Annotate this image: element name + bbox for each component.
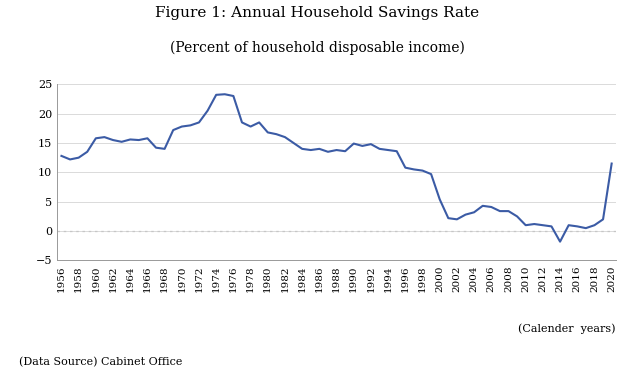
Text: (Data Source) Cabinet Office: (Data Source) Cabinet Office xyxy=(19,357,182,368)
Text: Figure 1: Annual Household Savings Rate: Figure 1: Annual Household Savings Rate xyxy=(156,6,479,20)
Text: (Percent of household disposable income): (Percent of household disposable income) xyxy=(170,40,465,55)
Text: (Calender  years): (Calender years) xyxy=(518,324,616,334)
